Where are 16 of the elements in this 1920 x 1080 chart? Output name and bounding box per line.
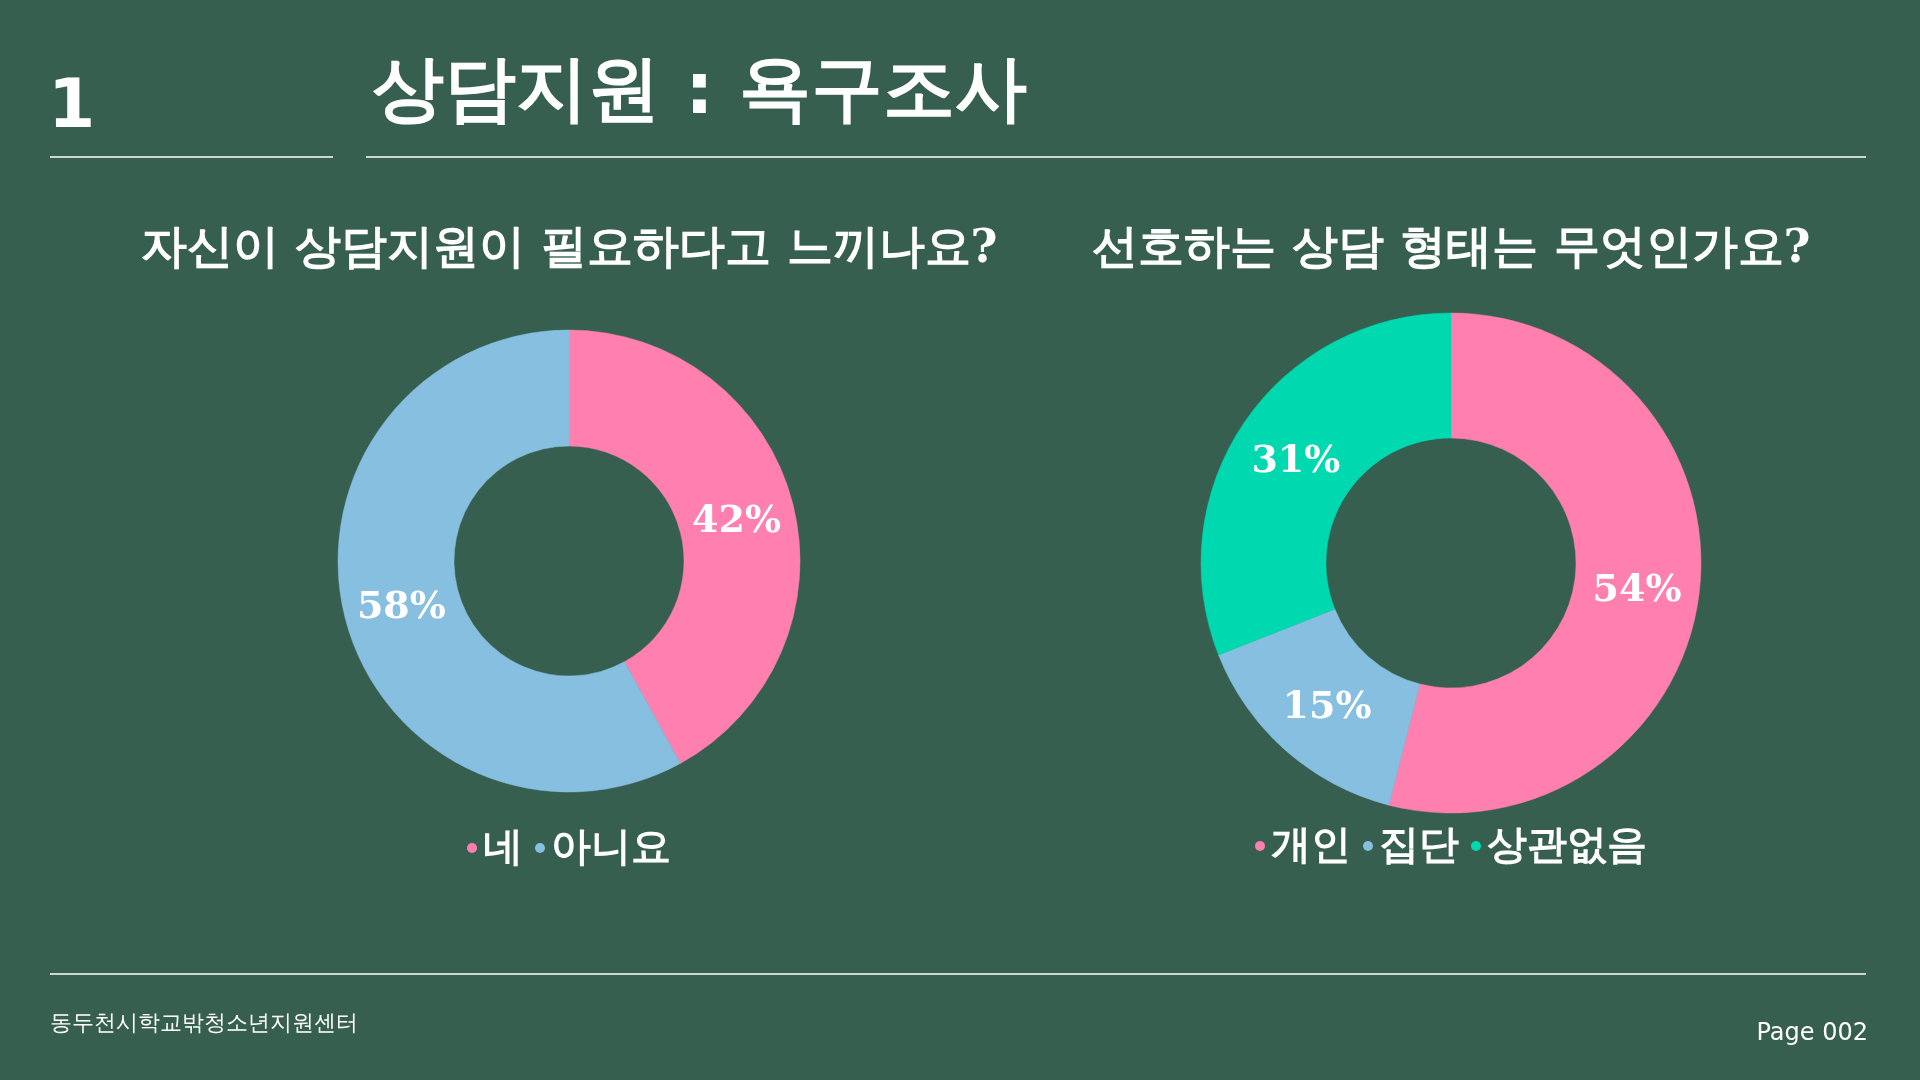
text: Page 002 bbox=[1756, 1018, 1868, 1046]
legend-label: 개인 bbox=[1271, 820, 1351, 867]
legend-label: 상관없음 bbox=[1487, 820, 1647, 867]
data-label: 15% bbox=[1282, 681, 1372, 727]
text: 상담지원 : 욕구조사 bbox=[372, 46, 1027, 130]
data-label: 58% bbox=[356, 582, 446, 628]
chart-title: 선호하는 상담 형태는 무엇인가요? bbox=[1091, 219, 1811, 273]
text: 1 bbox=[48, 64, 96, 143]
legend-label: 아니요 bbox=[551, 822, 671, 869]
text: 동두천시학교밖청소년지원센터 bbox=[50, 1010, 358, 1035]
legend-label: 집단 bbox=[1379, 820, 1459, 867]
chart-title: 자신이 상담지원이 필요하다고 느끼나요? bbox=[140, 219, 998, 273]
data-label: 31% bbox=[1251, 435, 1341, 481]
data-label: 54% bbox=[1592, 564, 1682, 610]
data-label: 42% bbox=[692, 495, 782, 541]
legend-label: 네 bbox=[483, 822, 523, 869]
